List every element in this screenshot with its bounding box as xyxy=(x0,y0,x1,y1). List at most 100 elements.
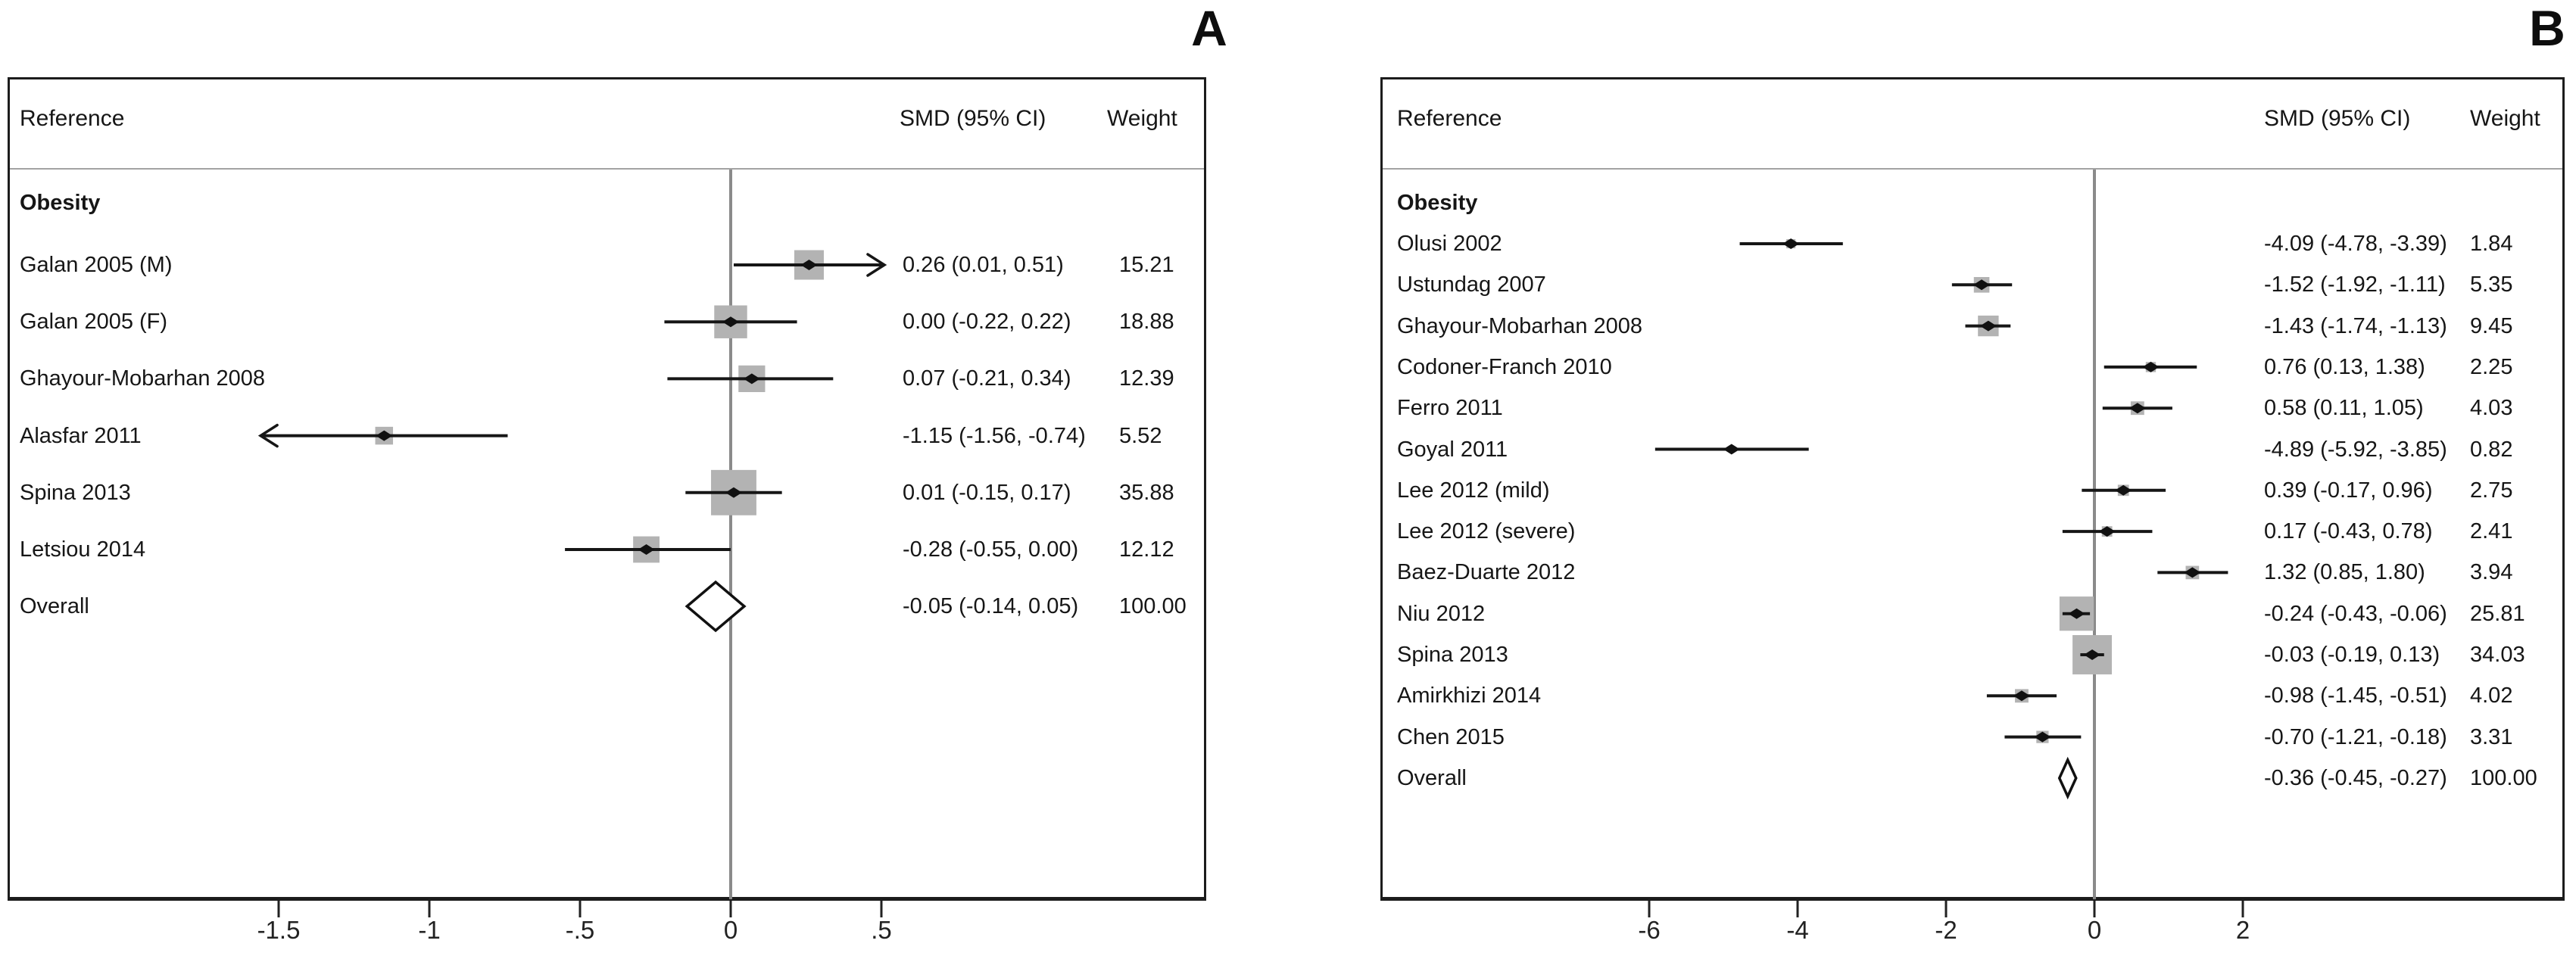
overall-weight-value: 100.00 xyxy=(1119,594,1187,618)
overall-smd-ci-value: -0.05 (-0.14, 0.05) xyxy=(903,594,1079,618)
weight-value: 12.12 xyxy=(1119,537,1174,562)
smd-ci-value: 0.01 (-0.15, 0.17) xyxy=(903,480,1071,505)
smd-ci-value: 1.32 (0.85, 1.80) xyxy=(2264,560,2425,585)
smd-ci-value: -0.98 (-1.45, -0.51) xyxy=(2264,684,2447,708)
smd-ci-value: 0.39 (-0.17, 0.96) xyxy=(2264,478,2433,503)
axis-tick-label: -2 xyxy=(1935,916,1957,944)
axis-tick-label: 0 xyxy=(723,916,738,944)
study-label: Baez-Duarte 2012 xyxy=(1397,560,1576,585)
panel-b-frame xyxy=(1380,77,2565,901)
panel-b-weight-header: Weight xyxy=(2470,106,2540,131)
point-estimate-marker xyxy=(376,430,393,441)
panel-a-header-separator xyxy=(10,168,1204,170)
study-label: Olusi 2002 xyxy=(1397,232,1502,256)
smd-ci-value: -4.89 (-5.92, -3.85) xyxy=(2264,437,2447,462)
point-estimate-marker xyxy=(2184,567,2201,578)
point-estimate-marker xyxy=(638,544,655,555)
axis-tick-label: 0 xyxy=(2087,916,2102,944)
overall-diamond xyxy=(685,580,747,633)
overall-label: Overall xyxy=(20,594,89,618)
overall-label: Overall xyxy=(1397,766,1467,790)
axis-tick-label: .5 xyxy=(871,916,892,944)
smd-ci-value: -1.52 (-1.92, -1.11) xyxy=(2264,272,2446,297)
study-label: Goyal 2011 xyxy=(1397,437,1508,462)
axis-tick-label: 2 xyxy=(2235,916,2250,944)
panel-b-header-separator xyxy=(1383,168,2562,170)
axis-tick-label: -.5 xyxy=(565,916,595,944)
weight-value: 2.41 xyxy=(2470,519,2513,544)
point-estimate-marker xyxy=(800,260,818,270)
study-label: Ferro 2011 xyxy=(1397,396,1503,421)
weight-value: 5.52 xyxy=(1119,423,1162,448)
point-estimate-marker xyxy=(2084,649,2101,660)
weight-value: 12.39 xyxy=(1119,366,1174,391)
axis-tick-label: -1 xyxy=(418,916,441,944)
weight-value: 4.03 xyxy=(2470,396,2513,421)
smd-ci-value: -1.15 (-1.56, -0.74) xyxy=(903,423,1086,448)
weight-value: 5.35 xyxy=(2470,272,2513,297)
smd-ci-value: 0.26 (0.01, 0.51) xyxy=(903,253,1064,277)
panel-a-reference-header: Reference xyxy=(20,106,125,131)
panel-b-reference-header: Reference xyxy=(1397,106,1502,131)
study-label: Letsiou 2014 xyxy=(20,537,146,562)
study-label: Ghayour-Mobarhan 2008 xyxy=(1397,313,1643,338)
weight-value: 25.81 xyxy=(2470,601,2525,626)
group-label: Obesity xyxy=(20,191,101,215)
weight-value: 2.75 xyxy=(2470,478,2513,503)
ci-clip-arrow-icon xyxy=(257,423,279,448)
study-label: Spina 2013 xyxy=(20,480,131,505)
smd-ci-value: -0.24 (-0.43, -0.06) xyxy=(2264,601,2447,626)
smd-ci-value: 0.17 (-0.43, 0.78) xyxy=(2264,519,2433,544)
point-estimate-marker xyxy=(1973,279,1991,291)
weight-value: 1.84 xyxy=(2470,232,2513,256)
panel-a-smd-header: SMD (95% CI) xyxy=(900,106,1046,131)
panel-b-smd-header: SMD (95% CI) xyxy=(2264,106,2411,131)
weight-value: 35.88 xyxy=(1119,480,1174,505)
panel-a-weight-header: Weight xyxy=(1107,106,1177,131)
study-label: Lee 2012 (mild) xyxy=(1397,478,1550,503)
weight-value: 4.02 xyxy=(2470,684,2513,708)
axis-tick-label: -6 xyxy=(1638,916,1661,944)
point-estimate-marker xyxy=(2142,361,2160,372)
point-estimate-marker xyxy=(2068,608,2085,619)
weight-value: 15.21 xyxy=(1119,253,1174,277)
study-label: Alasfar 2011 xyxy=(20,423,142,448)
smd-ci-value: 0.58 (0.11, 1.05) xyxy=(2264,396,2424,421)
overall-weight-value: 100.00 xyxy=(2470,766,2537,790)
ci-clip-arrow-icon xyxy=(866,253,887,277)
weight-value: 18.88 xyxy=(1119,310,1174,335)
study-label: Galan 2005 (M) xyxy=(20,253,173,277)
study-label: Lee 2012 (severe) xyxy=(1397,519,1576,544)
panel-a-label: A xyxy=(1191,0,1227,56)
point-estimate-marker xyxy=(722,316,739,328)
point-estimate-marker xyxy=(2115,484,2132,496)
panel-a-frame xyxy=(8,77,1206,901)
study-label: Ustundag 2007 xyxy=(1397,272,1546,297)
overall-diamond xyxy=(2057,756,2078,800)
study-label: Galan 2005 (F) xyxy=(20,310,168,335)
smd-ci-value: -0.03 (-0.19, 0.13) xyxy=(2264,643,2440,667)
point-estimate-marker xyxy=(1979,320,1997,332)
study-label: Ghayour-Mobarhan 2008 xyxy=(20,366,266,391)
weight-value: 3.94 xyxy=(2470,560,2513,585)
smd-ci-value: -0.70 (-1.21, -0.18) xyxy=(2264,724,2447,749)
point-estimate-marker xyxy=(725,487,742,498)
smd-ci-value: 0.76 (0.13, 1.38) xyxy=(2264,354,2425,379)
axis-tick-label: -1.5 xyxy=(257,916,301,944)
weight-value: 3.31 xyxy=(2470,724,2513,749)
weight-value: 0.82 xyxy=(2470,437,2513,462)
smd-ci-value: -4.09 (-4.78, -3.39) xyxy=(2264,232,2447,256)
point-estimate-marker xyxy=(2013,690,2030,702)
point-estimate-marker xyxy=(2098,526,2116,537)
study-label: Codoner-Franch 2010 xyxy=(1397,354,1612,379)
study-label: Spina 2013 xyxy=(1397,643,1508,667)
study-label: Chen 2015 xyxy=(1397,724,1505,749)
smd-ci-value: 0.00 (-0.22, 0.22) xyxy=(903,310,1071,335)
weight-value: 9.45 xyxy=(2470,313,2513,338)
weight-value: 2.25 xyxy=(2470,354,2513,379)
smd-ci-value: 0.07 (-0.21, 0.34) xyxy=(903,366,1071,391)
study-label: Niu 2012 xyxy=(1397,601,1486,626)
study-label: Amirkhizi 2014 xyxy=(1397,684,1542,708)
